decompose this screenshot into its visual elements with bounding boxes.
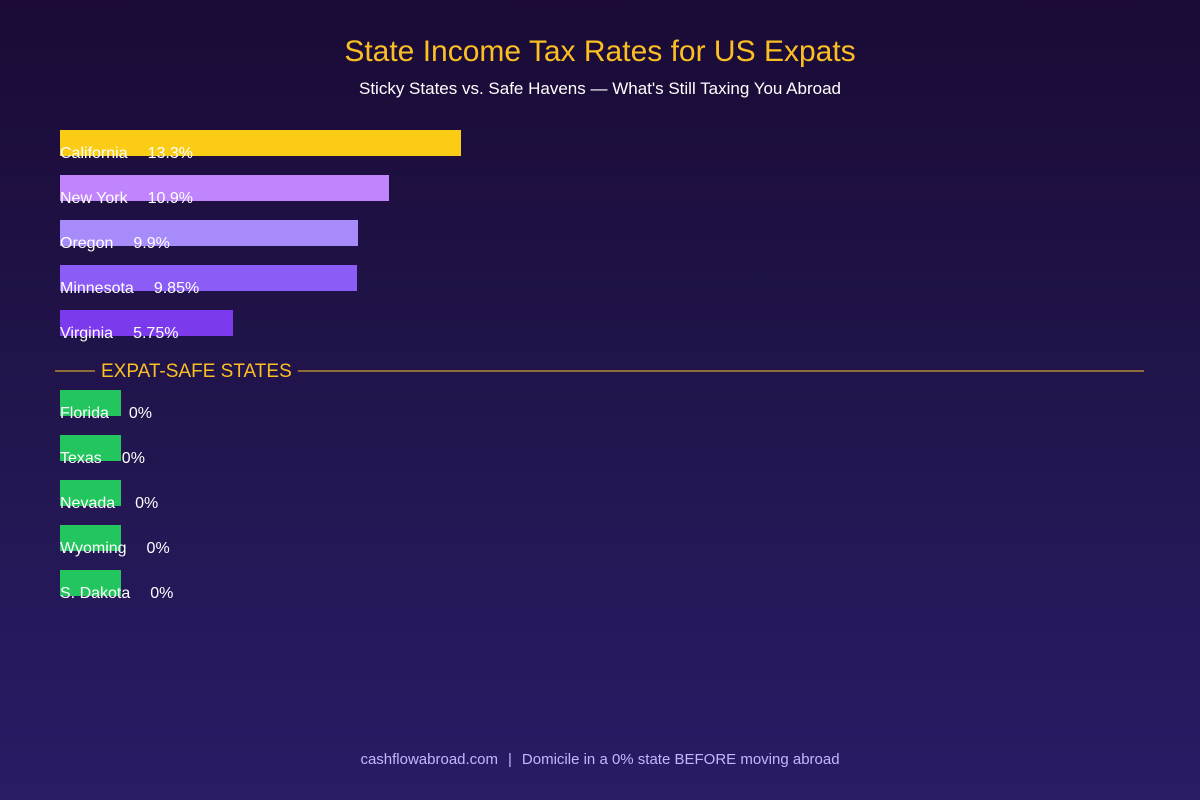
value-label-virginia: 5.75% [133, 325, 178, 342]
category-label-oregon: Oregon [60, 235, 113, 252]
value-label-texas: 0% [122, 450, 145, 467]
bar-virginia [60, 310, 233, 336]
category-label-new-york: New York [60, 190, 129, 207]
chart-title: State Income Tax Rates for US Expats [344, 35, 856, 68]
category-label-california: California [60, 145, 128, 162]
value-label-wyoming: 0% [147, 540, 170, 557]
value-label-nevada: 0% [135, 495, 158, 512]
bar-texas [60, 435, 121, 461]
safe-states-group: Florida 0% Texas 0% Nevada 0% Wyoming 0% S. Dako… [60, 390, 173, 602]
chart-subtitle: Sticky States vs. Safe Havens — What's S… [358, 79, 841, 98]
value-label-oregon: 9.9% [133, 235, 169, 252]
bar-california [60, 130, 461, 156]
category-label-minnesota: Minnesota [60, 280, 134, 297]
value-label-california: 13.3% [148, 145, 193, 162]
footer: cashflowabroad.com | Domicile in a 0% stat… [0, 750, 1200, 770]
value-label-minnesota: 9.85% [154, 280, 199, 297]
category-label-florida: Florida [60, 405, 109, 422]
category-label-wyoming: Wyoming [60, 540, 127, 557]
category-label-texas: Texas [60, 450, 102, 467]
category-label-s-dakota: S. Dakota [60, 585, 130, 602]
footer-site: cashflowabroad.com [360, 751, 499, 768]
bar-new-york [60, 175, 389, 201]
expat-safe-divider: EXPAT-SAFE STATES [55, 361, 1144, 382]
taxed-states-group: California 13.3% New York 10.9% Oregon 9.9% Mi… [60, 130, 461, 342]
bar-s-dakota [60, 570, 121, 596]
value-label-new-york: 10.9% [148, 190, 193, 207]
category-label-nevada: Nevada [60, 495, 115, 512]
bar-wyoming [60, 525, 121, 551]
category-label-virginia: Virginia [60, 325, 113, 342]
footer-separator: | [508, 751, 512, 768]
bar-nevada [60, 480, 121, 506]
divider-label: EXPAT-SAFE STATES [101, 361, 292, 382]
value-label-florida: 0% [129, 405, 152, 422]
bar-minnesota [60, 265, 357, 291]
footer-tip: Domicile in a 0% state BEFORE moving abr… [521, 751, 840, 768]
bar-florida [60, 390, 121, 416]
value-label-s-dakota: 0% [150, 585, 173, 602]
bar-oregon [60, 220, 358, 246]
